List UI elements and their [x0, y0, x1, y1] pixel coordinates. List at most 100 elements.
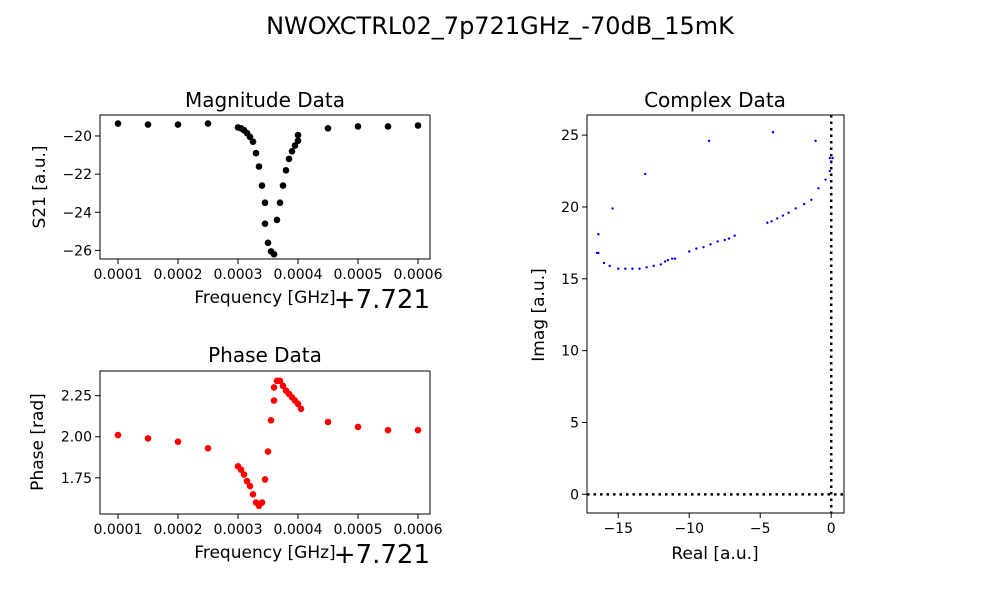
magnitude-data-point [288, 147, 296, 155]
phase-data-point [270, 384, 278, 391]
phase-data-point [384, 426, 392, 434]
complex-data-point [597, 233, 600, 236]
complex-data-point [830, 161, 833, 164]
complex-data-point [727, 237, 731, 240]
complex-data-point [663, 260, 667, 263]
complex-data-point [723, 238, 726, 242]
phase-x-tick-label: 0.0004 [274, 522, 323, 538]
magnitude-data-point [282, 167, 290, 174]
complex-data-point [828, 156, 832, 160]
magnitude-data-point [204, 120, 212, 127]
complex-data-point [617, 267, 620, 270]
magnitude-data-point [276, 199, 284, 207]
magnitude-data-point [249, 138, 257, 146]
complex-data-point [771, 131, 775, 134]
complex-data-point [666, 258, 670, 262]
phase-data-point [240, 471, 248, 478]
magnitude-data-point [294, 137, 302, 145]
magnitude-data-point [114, 120, 122, 127]
complex-data-point [814, 139, 817, 143]
complex-data-point [695, 247, 698, 250]
magnitude-plot-area: 0.0001 0.0002 0.0003 0.0004 0.0005 0.0006 −20 −… [62, 114, 443, 283]
magnitude-data-point [279, 182, 287, 189]
magnitude-data-point [324, 125, 332, 132]
phase-xlabel: Frequency [GHz] [194, 543, 335, 563]
complex-data-point [602, 261, 606, 265]
magnitude-data-point [354, 123, 362, 130]
magnitude-y-tick-label: −26 [62, 243, 92, 259]
magnitude-data-point [252, 149, 260, 157]
complex-data-point [644, 172, 647, 176]
complex-data-point [670, 257, 674, 260]
complex-data-point [652, 264, 655, 268]
complex-data-point [733, 234, 736, 237]
magnitude-data-point [384, 123, 392, 130]
figure-title: NWOXCTRL02_7p721GHz_-70dB_15mK [266, 12, 735, 40]
complex-y-tick-label: 5 [570, 415, 579, 431]
complex-y-tick-label: 0 [570, 487, 579, 503]
magnitude-y-tick-label: −22 [62, 167, 92, 183]
complex-x-tick-label: −15 [603, 521, 633, 537]
complex-data-point [828, 169, 832, 173]
complex-data-point [824, 178, 827, 181]
magnitude-data-point [270, 250, 278, 258]
phase-y-tick-label: 1.75 [61, 471, 92, 487]
complex-plot-area: −15 −10 −5 0 25 20 15 10 5 0 [561, 114, 845, 537]
complex-data-point [709, 243, 712, 246]
phase-data-point [414, 426, 422, 434]
phase-data-point [264, 448, 272, 455]
phase-data-point [261, 476, 269, 483]
magnitude-data-point [246, 133, 254, 141]
complex-x-tick-label: −5 [750, 521, 771, 537]
magnitude-axes-frame [99, 114, 431, 260]
complex-xlabel: Real [a.u.] [671, 544, 758, 564]
complex-data-point [624, 267, 627, 270]
complex-data-point [638, 267, 641, 270]
complex-data-point [688, 250, 691, 253]
phase-x-tick-label: 0.0005 [334, 522, 383, 538]
magnitude-data-point [261, 220, 269, 228]
complex-data-point [659, 263, 663, 266]
complex-data-point [831, 156, 834, 160]
complex-data-point [770, 220, 773, 223]
phase-x-tick-label: 0.0001 [94, 522, 143, 538]
phase-x-tick-label: 0.0006 [394, 522, 443, 538]
complex-data-point [702, 245, 705, 249]
magnitude-data-point [255, 163, 263, 170]
magnitude-title: Magnitude Data [185, 88, 345, 112]
phase-data-point [237, 466, 245, 473]
magnitude-data-point [174, 121, 182, 128]
magnitude-x-tick-label: 0.0005 [334, 267, 383, 283]
phase-y-tick-label: 2.00 [61, 430, 92, 446]
complex-x-tick-label: 0 [827, 521, 836, 537]
phase-data-point [258, 499, 266, 506]
magnitude-data-point [414, 122, 422, 129]
complex-data-point [776, 217, 779, 220]
complex-panel: Complex Data −15 −10 −5 0 25 20 15 10 5 0 Real [a… [529, 88, 845, 564]
phase-data-point [249, 490, 257, 498]
phase-data-point [297, 405, 305, 413]
phase-data-point [279, 382, 287, 390]
phase-axes-frame [99, 370, 431, 515]
complex-data-point [608, 264, 611, 268]
phase-data-point [144, 435, 152, 442]
phase-data-point [294, 400, 302, 408]
complex-data-point [766, 221, 769, 224]
complex-data-point [673, 257, 677, 260]
magnitude-offset-label: +7.721 [334, 285, 430, 315]
complex-data-point [716, 240, 719, 243]
magnitude-x-tick-label: 0.0003 [214, 267, 263, 283]
complex-axes-frame [586, 114, 845, 514]
complex-ylabel: Imag [a.u.] [529, 268, 549, 361]
magnitude-data-point [294, 131, 302, 139]
complex-data-point [817, 187, 820, 190]
magnitude-x-tick-label: 0.0004 [274, 267, 323, 283]
complex-data-point [794, 207, 797, 210]
phase-ylabel: Phase [rad] [28, 393, 48, 491]
complex-y-tick-label: 10 [561, 344, 579, 360]
phase-plot-area: 0.0001 0.0002 0.0003 0.0004 0.0005 0.0006 2.25… [61, 370, 443, 538]
phase-data-point [114, 431, 122, 439]
complex-y-tick-label: 20 [561, 200, 579, 216]
